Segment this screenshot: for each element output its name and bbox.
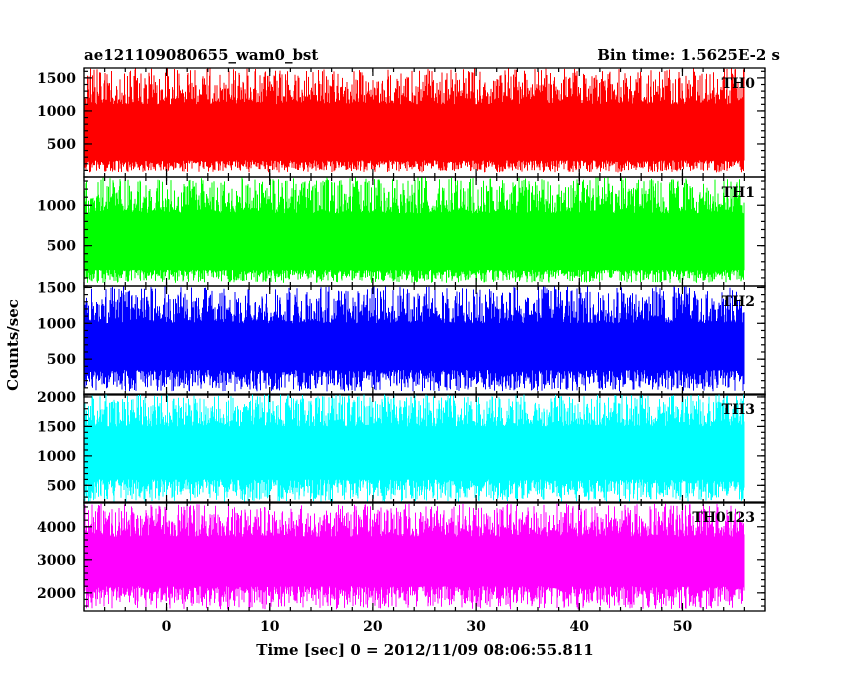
y-tick-label: 1000 bbox=[37, 104, 76, 120]
panel-frame bbox=[83, 501, 766, 612]
y-tick-label: 4000 bbox=[37, 520, 76, 536]
series-core-th1 bbox=[84, 213, 745, 270]
y-tick-label: 2000 bbox=[37, 390, 76, 406]
series-core-th0 bbox=[84, 104, 745, 161]
y-tick-label: 1000 bbox=[37, 449, 76, 465]
panel-th1: 500 1000 TH1 bbox=[37, 176, 766, 287]
y-tick-label: 2000 bbox=[37, 586, 76, 602]
panel-th3: 500 1000 1500 2000 TH3 bbox=[37, 390, 766, 504]
series-core-th3 bbox=[84, 426, 745, 480]
panel-label: TH1 bbox=[722, 185, 755, 201]
y-tick-label: 1500 bbox=[37, 280, 76, 296]
x-tick-label: 50 bbox=[673, 619, 693, 635]
panel-label: TH2 bbox=[722, 294, 755, 310]
series-core-th2 bbox=[84, 323, 745, 370]
y-tick-label: 1000 bbox=[37, 198, 76, 214]
y-tick-label: 500 bbox=[47, 478, 76, 494]
panel-frame bbox=[83, 285, 766, 396]
panel-th0: 500 1000 1500 TH0 bbox=[37, 67, 766, 178]
y-tick-label: 1500 bbox=[37, 419, 76, 435]
y-tick-label: 3000 bbox=[37, 553, 76, 569]
x-tick-label: 0 bbox=[162, 619, 172, 635]
y-tick-label: 500 bbox=[47, 352, 76, 368]
panel-label: TH0123 bbox=[692, 510, 755, 526]
x-tick-label: 40 bbox=[570, 619, 590, 635]
bin-time-label: Bin time: 1.5625E-2 s bbox=[597, 46, 780, 64]
y-tick-label: 1500 bbox=[37, 71, 76, 87]
series-core-th0123 bbox=[84, 536, 745, 587]
panel-label: TH0 bbox=[722, 76, 756, 92]
x-tick-label: 30 bbox=[466, 619, 486, 635]
panel-frame bbox=[83, 393, 766, 504]
panel-th0123: 2000 3000 4000 TH0123 0 10 20 30 40 50 bbox=[37, 501, 766, 635]
x-tick-label: 20 bbox=[363, 619, 383, 635]
x-axis-title: Time [sec] 0 = 2012/11/09 08:06:55.811 bbox=[256, 641, 593, 659]
x-tick-label: 10 bbox=[260, 619, 280, 635]
panel-th2: 500 1000 1500 TH2 bbox=[37, 280, 766, 396]
y-axis-title: Counts/sec bbox=[4, 299, 22, 391]
y-tick-label: 1000 bbox=[37, 316, 76, 332]
panel-label: TH3 bbox=[722, 402, 755, 418]
chart-title: ae121109080655_wam0_bst bbox=[84, 46, 318, 64]
y-tick-label: 500 bbox=[47, 239, 76, 255]
y-tick-label: 500 bbox=[47, 137, 76, 153]
